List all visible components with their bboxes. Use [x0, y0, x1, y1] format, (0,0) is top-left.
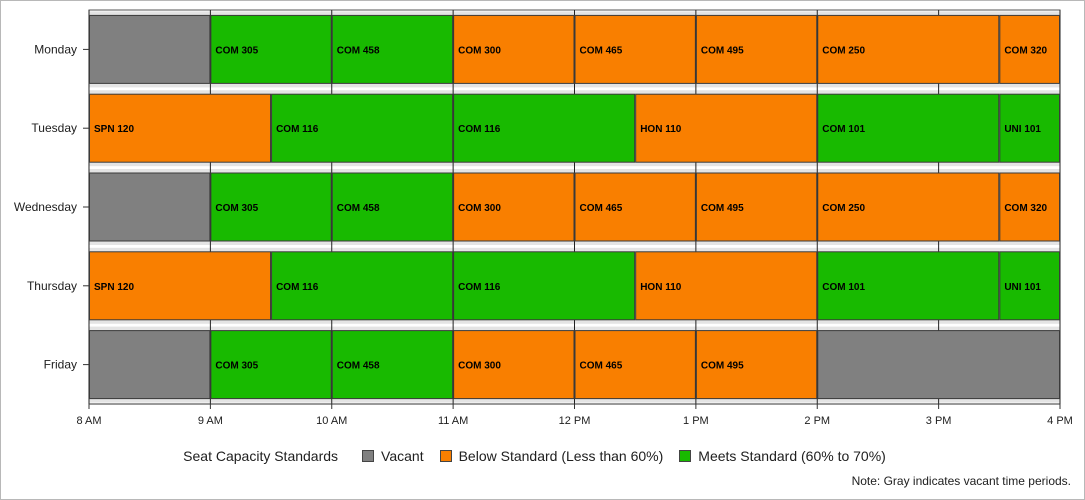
segment-label: COM 305	[215, 361, 258, 372]
legend-label-meets: Meets Standard (60% to 70%)	[698, 448, 886, 464]
segment-label: COM 495	[701, 45, 744, 56]
x-tick-label: 11 AM	[438, 415, 468, 427]
bar-segment-below	[574, 172, 696, 242]
bar-segment-below	[574, 330, 696, 400]
segment-label: COM 305	[215, 45, 258, 56]
legend-label-vacant: Vacant	[381, 448, 424, 464]
segment-label: COM 101	[822, 124, 865, 135]
bar-segment-meets	[817, 93, 1000, 163]
legend-title: Seat Capacity Standards	[183, 448, 339, 464]
footnote: Note: Gray indicates vacant time periods…	[851, 474, 1071, 488]
segment-label: COM 300	[458, 361, 501, 372]
segment-label: COM 495	[701, 361, 744, 372]
bar-segment-meets	[331, 14, 454, 84]
segment-label: COM 300	[458, 203, 501, 214]
segment-label: COM 101	[822, 282, 865, 293]
bar-segment-meets	[210, 172, 332, 242]
segment-label: SPN 120	[94, 124, 134, 135]
bar-segment-meets	[210, 330, 332, 400]
legend-item-below: Below Standard (Less than 60%)	[439, 448, 664, 464]
bar-segment-below	[453, 172, 575, 242]
y-tick-label: Friday	[44, 358, 77, 372]
bar-segment-vacant	[89, 14, 211, 84]
x-tick-label: 4 PM	[1047, 415, 1073, 427]
x-tick-label: 10 AM	[316, 415, 347, 427]
bar-segment-meets	[817, 251, 1000, 321]
segment-label: COM 465	[580, 361, 623, 372]
bar-segment-meets	[331, 172, 454, 242]
x-tick-label: 9 AM	[198, 415, 223, 427]
bar-segment-below	[574, 14, 696, 84]
segment-label: COM 250	[822, 203, 865, 214]
bar-segment-below	[453, 14, 575, 84]
bar-segment-vacant	[89, 172, 211, 242]
segment-label: COM 250	[822, 45, 865, 56]
legend-swatch-vacant	[362, 450, 375, 462]
segment-label: COM 116	[458, 282, 501, 293]
bar-segment-below	[695, 172, 818, 242]
segment-label: COM 458	[337, 45, 380, 56]
segment-label: COM 320	[1004, 203, 1047, 214]
y-tick-label: Wednesday	[14, 200, 77, 214]
segment-label: COM 495	[701, 203, 744, 214]
segment-label: COM 305	[215, 203, 258, 214]
bar-segment-meets	[271, 93, 454, 163]
bar-segment-vacant	[89, 330, 211, 400]
bar-segment-below	[635, 251, 818, 321]
x-tick-label: 1 PM	[683, 415, 709, 427]
x-tick-label: 2 PM	[804, 415, 830, 427]
segment-label: SPN 120	[94, 282, 134, 293]
bar-segment-meets	[271, 251, 454, 321]
segment-label: COM 458	[337, 361, 380, 372]
bar-segment-meets	[210, 14, 332, 84]
schedule-chart: COM 305 COM 458 COM 300 COM 465 COM 495 COM 2…	[14, 9, 1073, 427]
legend-label-below: Below Standard (Less than 60%)	[458, 448, 664, 464]
segment-label: COM 465	[580, 203, 623, 214]
x-tick-label: 3 PM	[926, 415, 952, 427]
segment-label: COM 116	[276, 124, 319, 135]
bar-segment-below	[453, 330, 575, 400]
segment-label: UNI 101	[1004, 282, 1041, 293]
bar-segment-below	[999, 172, 1060, 242]
y-tick-label: Monday	[34, 42, 77, 56]
legend-swatch-below	[439, 450, 452, 462]
legend: Seat Capacity Standards Vacant Below Sta…	[0, 446, 1085, 466]
segment-label: COM 116	[276, 282, 319, 293]
bar-segment-below	[695, 14, 818, 84]
bar-segment-below	[695, 330, 818, 400]
bar-segment-vacant	[817, 330, 1060, 400]
segment-label: UNI 101	[1004, 124, 1041, 135]
bar-segment-meets	[453, 251, 636, 321]
segment-label: HON 110	[640, 282, 682, 293]
legend-swatch-meets	[679, 450, 692, 462]
x-tick-label: 8 AM	[76, 415, 101, 427]
segment-label: COM 300	[458, 45, 501, 56]
legend-item-vacant: Vacant	[362, 448, 424, 464]
bar-segment-meets	[999, 93, 1060, 163]
x-tick-label: 12 PM	[559, 415, 591, 427]
segment-label: COM 458	[337, 203, 380, 214]
y-tick-label: Tuesday	[31, 121, 77, 135]
segment-label: COM 320	[1004, 45, 1047, 56]
bar-segment-below	[89, 93, 272, 163]
segment-label: COM 116	[458, 124, 501, 135]
bar-segment-below	[635, 93, 818, 163]
bar-segment-meets	[331, 330, 454, 400]
segment-label: HON 110	[640, 124, 682, 135]
segment-label: COM 465	[580, 45, 623, 56]
y-tick-label: Thursday	[27, 279, 77, 293]
bar-segment-below	[817, 14, 1000, 84]
bar-segment-meets	[999, 251, 1060, 321]
bar-segment-meets	[453, 93, 636, 163]
bar-segment-below	[89, 251, 272, 321]
bar-segment-below	[999, 14, 1060, 84]
legend-item-meets: Meets Standard (60% to 70%)	[679, 448, 886, 464]
bar-segment-below	[817, 172, 1000, 242]
